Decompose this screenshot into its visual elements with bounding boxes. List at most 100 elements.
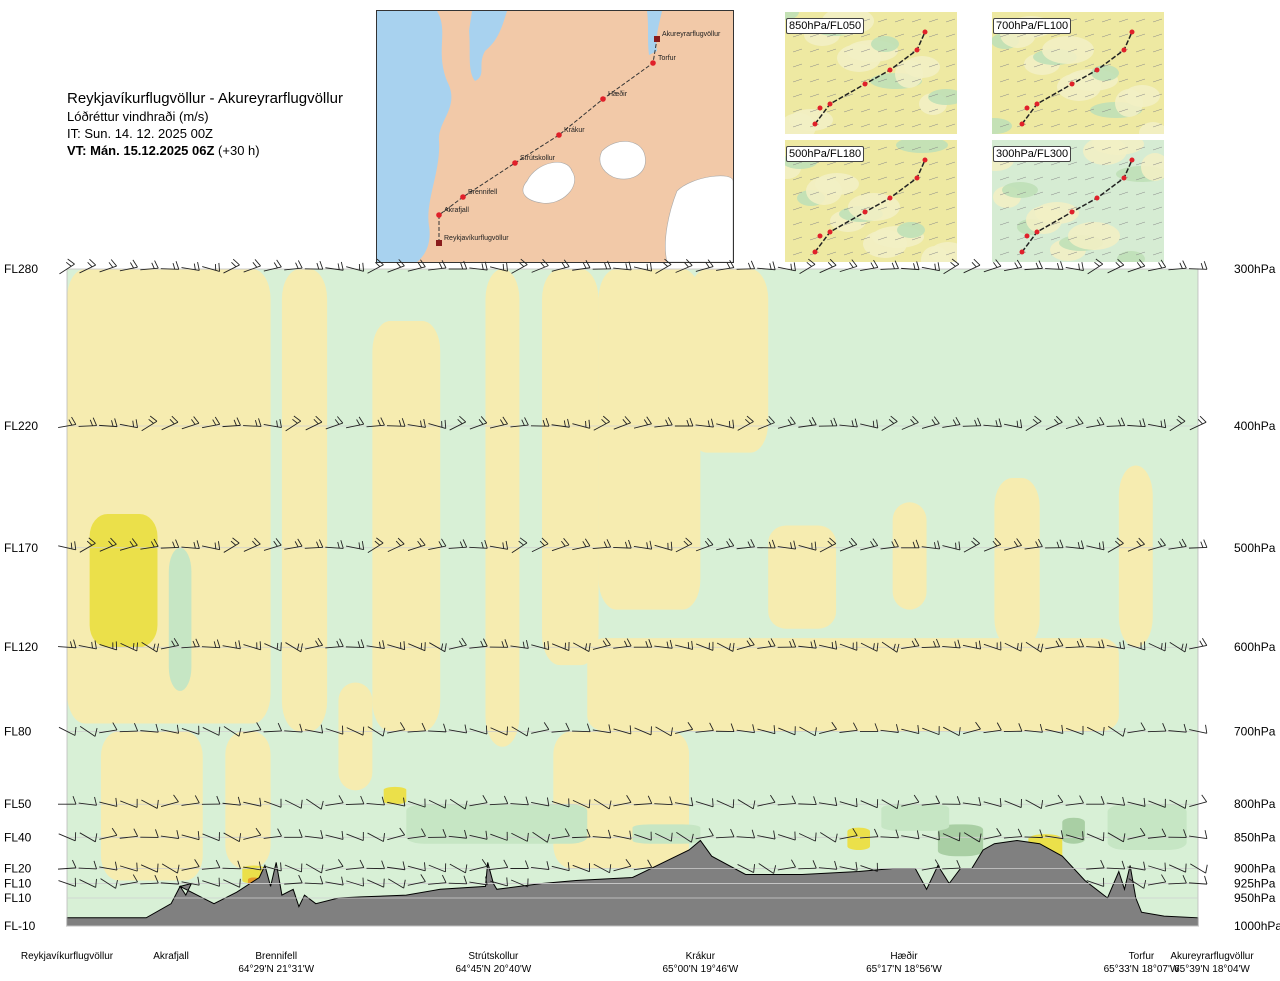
wind-barb-174: [181, 638, 200, 649]
wind-barb-191: [531, 640, 550, 650]
mini-map-barb-2-1-1: [809, 161, 820, 166]
wind-barb-295: [366, 796, 385, 806]
mini-map-barb-1-4-4: [1067, 78, 1078, 83]
wind-barb-151: [860, 538, 879, 551]
mini-map-waypoint-1-1: [1024, 105, 1030, 111]
mini-map-barb-1-7-5: [1084, 123, 1095, 128]
mini-map-blob-3-8: [1141, 153, 1164, 181]
wind-barb-123: [284, 538, 303, 550]
wind-barb-312: [716, 799, 735, 809]
wind-barb-420: [633, 859, 653, 871]
mini-map-barb-2-1-6: [894, 161, 905, 166]
mini-map-barb-1-4-5: [1084, 78, 1095, 83]
wind-barb-352: [387, 827, 406, 841]
wind-barb-30: [675, 258, 693, 273]
mini-map-barb-0-5-9: [945, 93, 956, 98]
mini-map-barb-3-5-4: [1067, 221, 1078, 226]
wind-barb-259: [778, 726, 796, 736]
wind-barb-132: [469, 539, 488, 549]
wind-barb-323: [942, 796, 961, 805]
wind-barb-345: [243, 827, 262, 840]
mini-map-barb-3-4-0: [999, 206, 1010, 211]
wind-barb-34: [757, 261, 776, 271]
wind-barb-227: [119, 723, 139, 733]
wind-barb-340: [140, 829, 159, 838]
mini-map-barb-0-1-4: [860, 33, 871, 38]
wind-barb-222: [1169, 642, 1188, 653]
mini-map-barb-0-6-0: [792, 108, 803, 113]
mini-map-barb-1-4-9: [1152, 78, 1163, 83]
wind-barb-348: [304, 829, 324, 839]
mini-map-barb-1-4-7: [1118, 78, 1129, 83]
wind-barb-22: [511, 258, 528, 274]
mini-map-barb-1-0-9: [1152, 18, 1163, 23]
mini-map-barb-1-4-2: [1033, 78, 1044, 83]
level-map-700-label: 700hPa/FL100: [993, 18, 1072, 34]
mini-map-barb-1-6-5: [1084, 108, 1095, 113]
wind-barb-328: [1045, 794, 1064, 807]
wind-barb-417: [572, 863, 591, 873]
mini-map-barb-1-7-3: [1050, 123, 1061, 128]
wind-barb-69: [325, 416, 344, 430]
mini-map-barb-2-7-0: [792, 251, 803, 256]
wind-barb-212: [962, 640, 982, 650]
route-map-canvas: Akureyrarflugvöllur Torfur Hæðir Krákur Strú…: [377, 11, 733, 262]
wind-barb-166: [1168, 538, 1187, 550]
wind-barb-363: [613, 830, 632, 840]
wind-barb-79: [530, 417, 550, 427]
mini-map-waypoint-0-5: [914, 47, 920, 53]
wind-barb-246: [511, 726, 530, 737]
issue-time: IT: Sun. 14. 12. 2025 00Z: [67, 126, 213, 141]
fl-label-7: FL20: [4, 862, 32, 876]
wind-barb-406: [345, 859, 365, 870]
mini-map-barb-2-4-7: [911, 206, 922, 211]
map-waypoint-3: [556, 132, 562, 138]
mini-map-barb-2-2-2: [826, 176, 837, 181]
cross-section-fields: [67, 269, 1198, 926]
mini-map-barb-2-6-5: [877, 236, 888, 241]
hpa-label-500: 500hPa: [1234, 541, 1276, 555]
wind-barb-143: [695, 537, 714, 552]
mini-map-barb-2-0-6: [894, 146, 905, 151]
mini-map-blob-0-0: [785, 12, 799, 20]
mini-map-barb-1-4-0: [999, 78, 1010, 83]
mini-map-barb-2-2-3: [843, 176, 854, 181]
mini-map-barb-0-1-2: [826, 33, 837, 38]
mini-map-waypoint-3-4: [1094, 195, 1100, 201]
wind-barb-215: [1025, 641, 1044, 653]
mini-map-barb-1-1-7: [1118, 33, 1129, 38]
mini-map-barb-2-2-6: [894, 176, 905, 181]
mini-map-barb-0-5-0: [792, 93, 803, 98]
fl-label-1: FL220: [4, 419, 38, 433]
mini-map-barb-2-3-1: [809, 191, 820, 196]
wind-barb-300: [469, 795, 488, 807]
mini-map-barb-2-7-6: [894, 251, 905, 256]
mini-map-barb-2-5-5: [877, 221, 888, 226]
mini-map-waypoint-3-0: [1019, 249, 1025, 255]
mini-map-barb-1-5-3: [1050, 93, 1061, 98]
updraft-cell-11: [768, 525, 837, 629]
wind-barb-202: [757, 638, 776, 649]
mini-map-barb-1-2-2: [1033, 48, 1044, 53]
mini-map-barb-1-2-5: [1084, 48, 1095, 53]
wind-barb-263: [860, 723, 879, 732]
wind-barb-292: [306, 798, 324, 810]
fl-label-2: FL170: [4, 541, 38, 555]
wind-barb-339: [119, 828, 139, 839]
mini-map-route-3: [1021, 159, 1133, 253]
wind-barb-207: [860, 642, 879, 652]
wind-barb-77: [489, 416, 508, 429]
wind-barb-20: [469, 261, 488, 271]
mini-map-route-1: [1021, 31, 1133, 125]
wind-barb-248: [551, 722, 570, 733]
page-title: Reykjavíkurflugvöllur - Akureyrarflugvöl…: [67, 90, 343, 107]
mini-map-barb-2-3-9: [945, 191, 956, 196]
map-waypoint-5: [460, 194, 466, 200]
wind-barb-329: [1065, 795, 1084, 806]
wind-barb-365: [655, 832, 673, 842]
wind-barb-403: [284, 863, 303, 873]
wind-barb-244: [469, 725, 488, 735]
waypoint-coord-4: 65°00'N 19°46'W: [662, 964, 738, 975]
wind-barb-92: [798, 417, 817, 428]
mini-map-barb-0-6-6: [894, 108, 905, 113]
